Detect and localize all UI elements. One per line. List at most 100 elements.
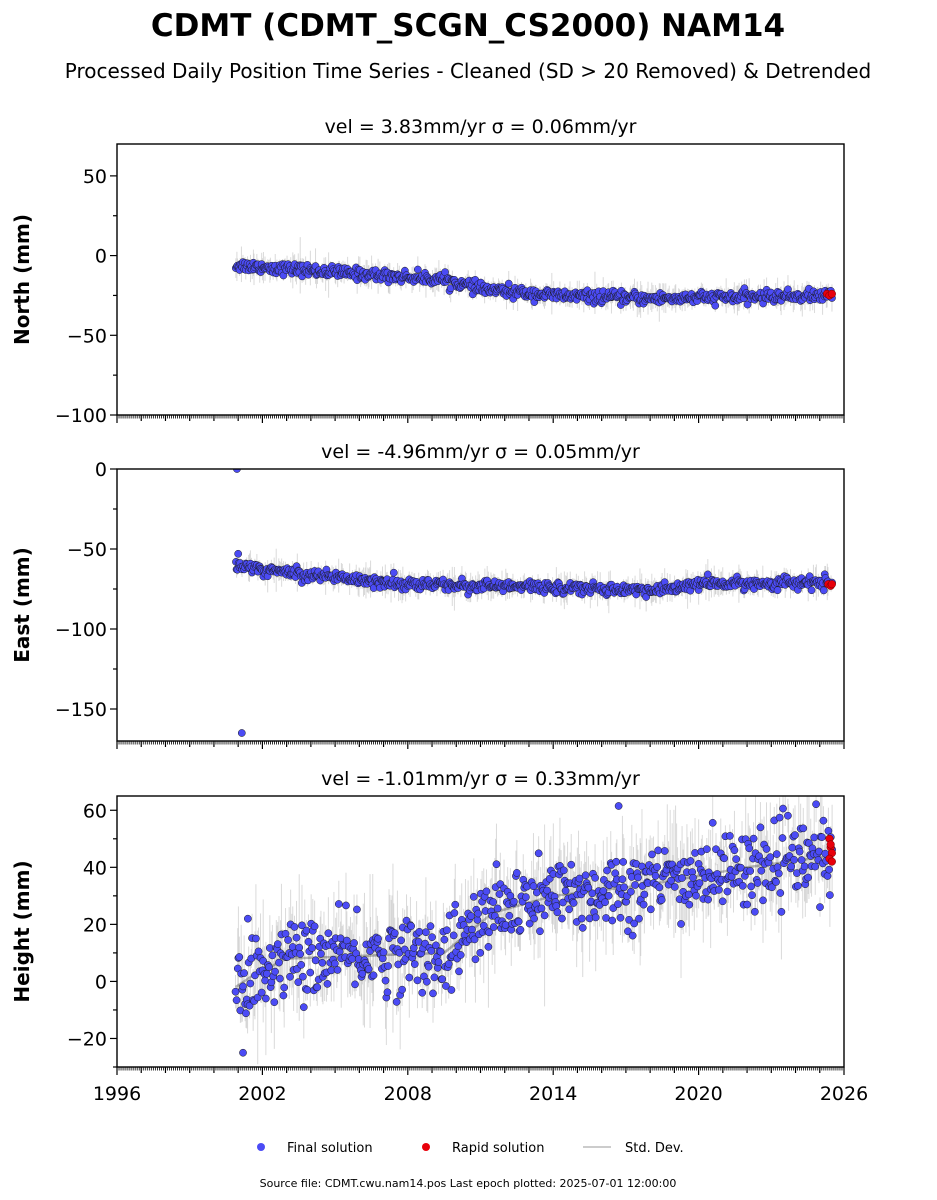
final-solution-point: [428, 933, 436, 942]
plot-area: [231, 237, 836, 322]
final-solution-point: [537, 904, 546, 913]
final-solution-point: [444, 960, 453, 968]
final-solution-point: [660, 847, 669, 855]
final-solution-point: [553, 908, 562, 917]
final-solution-point: [442, 982, 450, 990]
final-solution-point: [691, 849, 699, 857]
final-solution-point: [759, 896, 767, 905]
final-solution-point: [246, 979, 255, 988]
final-solution-point: [495, 890, 504, 898]
final-solution-point: [383, 988, 392, 997]
final-solution-point: [751, 907, 759, 916]
y-axis: 0 −50 −100 −150: [55, 459, 117, 721]
panel-title: vel = -4.96mm/yr σ = 0.05mm/yr: [321, 441, 640, 463]
final-solution-point: [749, 834, 758, 843]
final-solution-point: [405, 973, 414, 982]
final-solution-point: [810, 833, 819, 842]
final-solution-point: [773, 586, 782, 595]
final-solution-point: [252, 934, 260, 943]
final-solution-point: [434, 958, 443, 966]
final-solution-point: [768, 883, 776, 892]
final-solution-point: [265, 963, 273, 972]
figure-title: CDMT (CDMT_SCGN_CS2000) NAM14: [151, 8, 785, 44]
final-solution-point: [505, 911, 514, 920]
rapid-solution-point: [827, 289, 836, 298]
final-solution-point: [310, 922, 319, 931]
final-solution-point: [479, 921, 488, 930]
final-solution-point: [424, 962, 433, 971]
final-solution-point: [242, 1009, 250, 1018]
final-solution-point: [812, 800, 820, 809]
final-solution-point: [738, 881, 747, 890]
final-solution-point: [470, 935, 479, 944]
final-solution-point: [304, 937, 313, 946]
final-solution-point: [601, 898, 609, 907]
final-solution-point: [429, 989, 437, 998]
final-solution-series: [231, 258, 836, 310]
final-solution-point: [826, 891, 834, 899]
final-solution-point: [653, 863, 661, 871]
y-tick-label: −100: [55, 619, 107, 641]
final-solution-point: [432, 941, 440, 950]
final-solution-point: [766, 853, 775, 861]
final-solution-point: [244, 914, 252, 923]
y-axis-label: North (mm): [10, 214, 34, 345]
final-solution-point: [591, 913, 600, 922]
final-solution-point: [578, 924, 587, 932]
final-solution-point: [787, 862, 796, 871]
final-solution-point: [398, 985, 406, 994]
final-solution-point: [262, 969, 271, 978]
final-solution-point: [279, 991, 288, 1000]
final-solution-point: [469, 892, 478, 901]
final-solution-point: [743, 300, 752, 309]
final-solution-point: [240, 969, 248, 977]
final-solution-point: [614, 900, 622, 908]
final-solution-point: [231, 987, 240, 996]
final-solution-point: [397, 936, 405, 945]
final-solution-point: [455, 967, 463, 976]
y-tick-label: 0: [95, 246, 107, 268]
final-solution-point: [702, 845, 711, 853]
final-solution-point: [525, 919, 534, 928]
y-tick-label: 60: [83, 800, 107, 822]
final-solution-point: [640, 890, 649, 899]
final-solution-point: [790, 855, 798, 864]
final-solution-point: [540, 911, 549, 920]
y-tick-label: −150: [55, 699, 107, 721]
final-solution-point: [711, 301, 720, 310]
final-solution-point: [584, 883, 593, 892]
final-solution-point: [685, 900, 694, 909]
stddev-series: [235, 237, 833, 322]
final-solution-point: [604, 891, 613, 900]
plot-area: [232, 469, 836, 737]
final-solution-point: [482, 887, 491, 896]
final-solution-point: [471, 955, 480, 964]
final-solution-point: [522, 893, 530, 901]
final-solution-point: [233, 469, 241, 473]
final-solution-point: [614, 802, 623, 810]
final-solution-point: [451, 900, 460, 909]
panel-title: vel = -1.01mm/yr σ = 0.33mm/yr: [321, 768, 640, 790]
final-solution-point: [788, 843, 797, 852]
axes-frame: [116, 468, 845, 742]
y-axis: 50 0 −50 −100: [55, 166, 117, 427]
final-solution-point: [746, 867, 755, 875]
final-solution-point: [342, 901, 350, 910]
final-solution-point: [389, 568, 398, 577]
final-solution-point: [514, 917, 523, 926]
final-solution-point: [473, 916, 482, 924]
final-solution-point: [743, 900, 752, 909]
y-axis-label: East (mm): [10, 547, 34, 663]
final-solution-point: [268, 951, 277, 960]
x-axis: [116, 415, 845, 423]
y-tick-label: −50: [67, 325, 107, 347]
rapid-solution-point: [827, 580, 836, 589]
final-solution-point: [422, 928, 430, 937]
final-solution-series: [231, 800, 836, 1057]
final-solution-point: [379, 948, 388, 957]
final-solution-point: [392, 998, 401, 1006]
final-solution-point: [374, 934, 382, 943]
final-solution-point: [418, 988, 427, 997]
final-solution-point: [708, 818, 717, 827]
final-solution-point: [718, 897, 727, 906]
